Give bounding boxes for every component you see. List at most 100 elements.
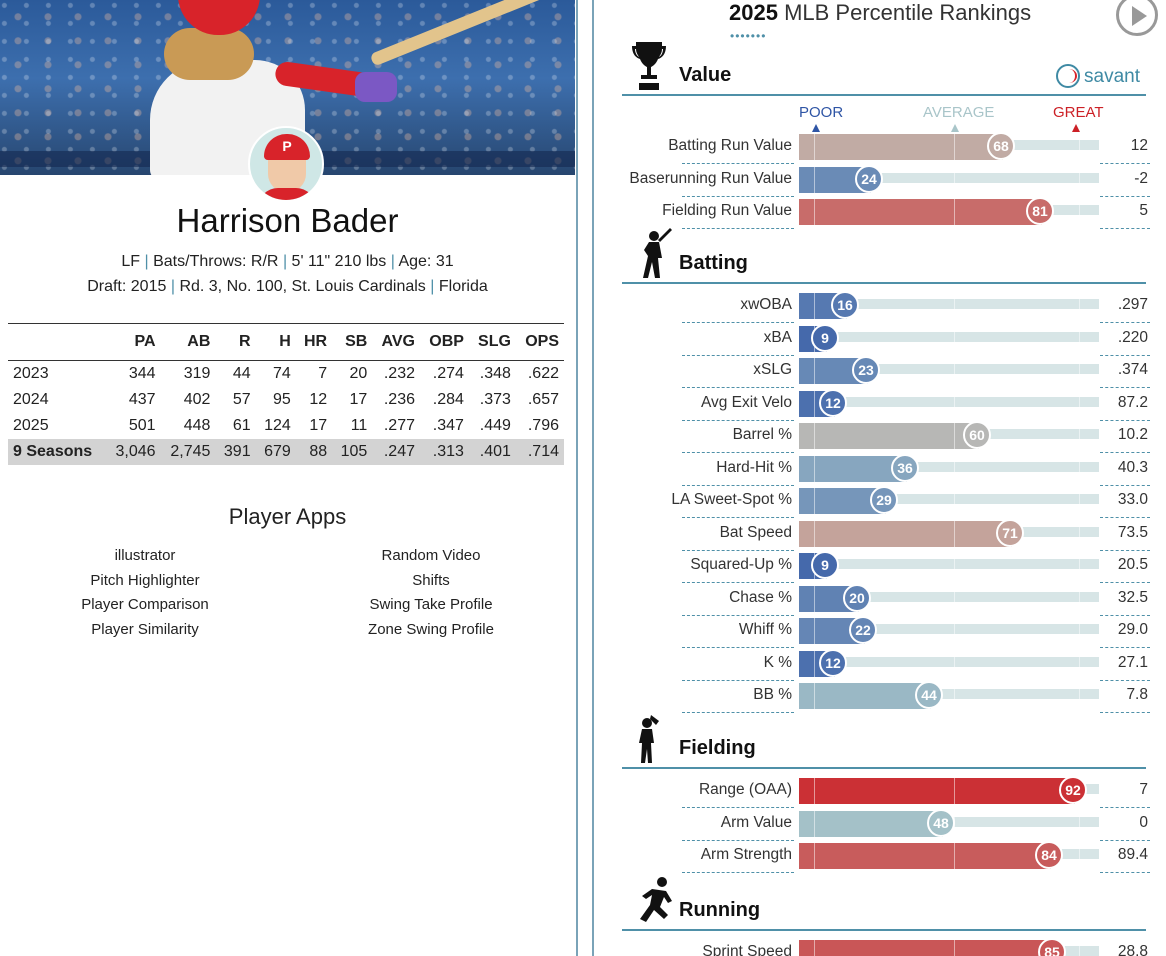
row-divider [1100,195,1150,197]
metric-row[interactable]: LA Sweet-Spot % 29 33.0 [594,486,1166,518]
metric-row[interactable]: xwOBA 16 .297 [594,291,1166,323]
metric-row[interactable]: Avg Exit Velo 12 87.2 [594,388,1166,421]
row-divider [682,419,794,421]
height-weight: 5' 11" 210 lbs [291,253,387,270]
row-divider [682,354,794,356]
stats-row: 2025 501 448 61 124 17 11 .277 .347 .449 .796 [8,413,564,439]
metric-label: Arm Value [720,813,792,831]
metric-value: 20.5 [1117,556,1148,573]
metric-row[interactable]: Batting Run Value 68 12 [594,132,1166,164]
app-link[interactable]: illustrator [114,547,176,564]
percentile-bar [799,199,1042,225]
percentile-track [799,364,1099,374]
play-icon[interactable] [1116,0,1158,36]
average-arrow-icon [951,124,959,132]
stats-cell: 2024 [13,390,49,408]
percentile-track [799,172,1099,183]
stats-header-ops[interactable]: OPS [515,323,564,361]
section-title-batting: Batting [679,252,748,274]
stats-header-r[interactable]: R [215,323,256,361]
metric-row[interactable]: Range (OAA) 92 7 [594,776,1166,808]
metric-row[interactable]: BB % 44 7.8 [594,681,1166,713]
metric-value: 33.0 [1117,491,1148,508]
metric-label: xBA [763,328,792,346]
app-link[interactable]: Swing Take Profile [369,596,493,613]
metric-row[interactable]: Hard-Hit % 36 40.3 [594,453,1166,486]
player-apps-title: Player Apps [228,504,347,529]
metric-value: 73.5 [1117,523,1148,541]
row-divider [682,322,794,323]
metric-label: LA Sweet-Spot % [671,491,792,508]
metric-row[interactable]: Barrel % 60 10.2 [594,421,1166,453]
stats-cell: 124 [264,416,291,434]
metric-row[interactable]: K % 12 27.1 [594,648,1166,681]
metric-row[interactable]: Chase % 20 32.5 [594,583,1166,616]
row-divider [682,163,794,164]
app-link[interactable]: Player Similarity [91,620,199,638]
percentile-circle: 68 [987,132,1015,160]
row-divider [682,839,794,841]
percentile-track [799,461,1099,472]
stats-cell: 2025 [13,416,49,434]
metric-row[interactable]: Arm Strength 84 89.4 [594,841,1166,873]
app-link[interactable]: Shifts [412,571,450,589]
metric-row[interactable]: xSLG 23 .374 [594,356,1166,388]
metric-row[interactable]: Squared-Up % 9 20.5 [594,551,1166,583]
row-divider [1100,163,1150,164]
percentile-circle: 48 [927,808,955,837]
player-panel: P Harrison Bader LF | Bats/Throws: R/R |… [0,0,578,956]
stats-header-slg[interactable]: SLG [468,323,516,361]
metric-label: xwOBA [740,296,792,313]
percentile-circle: 16 [831,291,859,319]
percentile-bar [799,940,1054,956]
row-divider [1100,517,1150,518]
metric-row[interactable]: xBA 9 .220 [594,323,1166,356]
row-divider [682,614,794,616]
draft-year[interactable]: 2015 [130,278,167,295]
stats-header-pa[interactable]: PA [105,323,161,361]
row-divider [1100,872,1150,873]
stats-header-obp[interactable]: OBP [419,323,469,361]
metric-row[interactable]: Arm Value 48 0 [594,808,1166,841]
app-link[interactable]: Pitch Highlighter [90,571,200,589]
metric-row[interactable]: Fielding Run Value 81 5 [594,197,1166,229]
savant-brand: savant [1084,66,1140,87]
stats-cell: .284 [432,390,464,408]
metric-row[interactable]: Baserunning Run Value 24 -2 [594,164,1166,197]
app-link[interactable]: Player Comparison [81,596,209,613]
stats-header-avg[interactable]: AVG [372,323,420,361]
app-link[interactable]: Zone Swing Profile [368,620,494,638]
stats-cell: 61 [232,416,251,434]
baseball-icon [1056,64,1080,88]
stats-header-hr[interactable]: HR [295,323,333,361]
metric-row[interactable]: Whiff % 22 29.0 [594,616,1166,648]
metric-value: .374 [1117,361,1148,378]
year-selector-dots[interactable]: ••••••• [730,29,767,43]
stats-cell: .247 [372,438,420,465]
metric-label: K % [763,653,792,671]
stats-header-sb[interactable]: SB [332,323,373,361]
stats-header-ab[interactable]: AB [160,323,216,361]
metric-row[interactable]: Bat Speed 71 73.5 [594,518,1166,551]
player-bio: LF | Bats/Throws: R/R | 5' 11" 210 lbs |… [121,253,454,270]
percentile-track [799,331,1099,342]
app-link[interactable]: Random Video [381,547,481,564]
stats-cell: 74 [273,364,291,382]
metric-value: 89.4 [1117,846,1148,863]
percentile-track [799,689,1099,699]
metric-label: Whiff % [738,621,792,638]
percentile-circle: 71 [996,518,1024,547]
stats-cell: .347 [432,416,464,434]
draft-team[interactable]: St. Louis Cardinals [291,278,426,295]
percentile-track [799,591,1099,602]
section-divider [622,280,1146,284]
stats-header-season[interactable] [8,323,106,361]
metric-value: 10.2 [1117,426,1148,443]
stats-header-h[interactable]: H [255,323,296,361]
percentile-bar [799,843,1051,869]
metric-row[interactable]: Sprint Speed 85 28.8 [594,938,1166,956]
row-divider [1100,387,1150,388]
percentile-circle: 23 [852,356,880,384]
stats-cell: 437 [128,390,156,408]
school: Florida [438,278,488,295]
